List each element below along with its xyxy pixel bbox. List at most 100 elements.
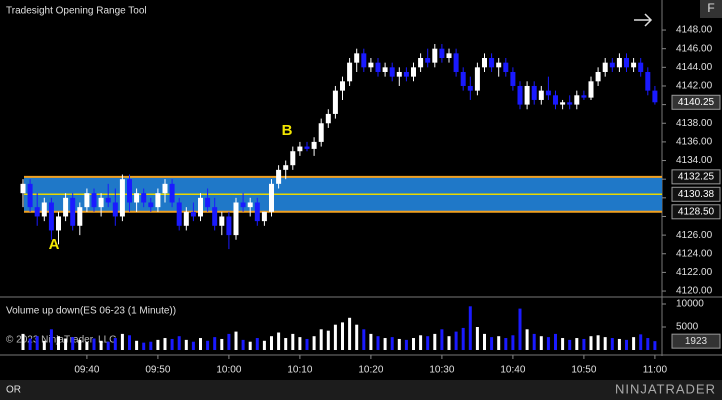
candle-body: [382, 67, 388, 72]
candle-body: [354, 53, 360, 63]
volume-bar: [404, 339, 408, 350]
candle-body: [624, 58, 629, 68]
candle-body: [77, 207, 83, 226]
x-tick-label: 10:40: [500, 365, 525, 376]
volume-bar: [191, 341, 195, 350]
volume-bar: [568, 339, 572, 350]
volume-bar: [617, 338, 621, 350]
volume-bar: [142, 342, 146, 350]
volume-bar: [156, 339, 160, 350]
volume-bar: [632, 337, 636, 350]
y-tick-label: 4134.00: [676, 155, 713, 166]
candle-body: [63, 197, 69, 217]
tab-label[interactable]: OR: [6, 385, 21, 396]
copyright: © 2023 NinjaTrader, LLC: [6, 335, 116, 346]
x-tick-label: 09:50: [145, 365, 170, 376]
price-marker: [671, 186, 721, 202]
candle-body: [20, 183, 26, 194]
candle-body: [588, 81, 594, 98]
volume-bar: [525, 329, 529, 350]
candle-body: [361, 53, 367, 68]
volume-bar: [298, 337, 302, 350]
volume-bar: [603, 337, 607, 350]
volume-bar: [120, 333, 124, 350]
candle-body: [226, 216, 232, 236]
candle-body: [112, 202, 118, 217]
candle-body: [474, 67, 480, 91]
volume-bar: [625, 339, 628, 350]
price-marker-label: 4132.25: [678, 171, 715, 182]
candle-body: [496, 62, 502, 68]
candle-body: [531, 85, 537, 100]
volume-marker: [671, 333, 721, 349]
volume-bar: [28, 338, 32, 350]
candle-body: [581, 95, 587, 98]
candle-body: [27, 183, 33, 208]
y-tick-label: 4144.00: [676, 62, 713, 73]
volume-bar: [582, 338, 586, 350]
candle-body: [368, 62, 374, 68]
volume-bar: [546, 337, 550, 350]
candle-body: [91, 193, 97, 208]
candle-body: [645, 71, 651, 91]
volume-bar: [475, 327, 479, 350]
volume-bar: [341, 322, 344, 350]
candle-body: [183, 211, 189, 226]
volume-bar: [504, 338, 508, 350]
volume-bar: [319, 329, 323, 350]
candle-body: [602, 62, 608, 72]
candle-body: [98, 197, 104, 208]
tab-strip: [0, 380, 722, 400]
volume-bar: [390, 337, 394, 350]
volume-bar: [454, 331, 458, 350]
volume-bar: [291, 333, 295, 350]
y-tick-label: 4146.00: [676, 43, 713, 54]
price-marker: [671, 204, 721, 220]
candle-body: [290, 151, 296, 166]
volume-bar: [305, 338, 309, 350]
candle-body: [482, 58, 487, 68]
candle-body: [148, 202, 154, 208]
candle-body: [283, 165, 289, 170]
volume-bar: [206, 340, 210, 350]
candle-body: [538, 90, 544, 100]
candle-body: [304, 146, 310, 149]
volume-bar: [383, 338, 387, 350]
y-tick-label: 4124.00: [676, 248, 713, 259]
candle-body: [48, 202, 54, 231]
candle-body: [162, 183, 168, 194]
annotation: A: [49, 236, 60, 253]
arrow-icon[interactable]: [634, 13, 653, 27]
volume-bar: [71, 337, 75, 350]
price-marker: [671, 169, 721, 185]
button[interactable]: [700, 0, 722, 18]
candle-body: [453, 53, 459, 72]
volume-bar: [270, 336, 273, 350]
candle-body: [84, 193, 90, 208]
volume-bar: [163, 338, 167, 350]
volume-bar: [99, 340, 103, 350]
volume-bar: [177, 336, 181, 350]
volume-bar: [468, 306, 472, 350]
volume-bar: [369, 333, 373, 350]
candle-body: [411, 67, 416, 77]
volume-bar: [333, 324, 337, 350]
candle-body: [198, 197, 203, 217]
volume-marker-label: 1923: [685, 336, 708, 347]
candle-body: [467, 85, 473, 91]
volume-bar: [518, 308, 522, 350]
candle-body: [332, 90, 338, 114]
candle-body: [169, 183, 175, 203]
candle-body: [311, 141, 317, 149]
volume-bar: [326, 330, 330, 350]
button-label[interactable]: F: [707, 1, 714, 15]
y-tick-label: 4138.00: [676, 118, 713, 129]
volume-bar: [227, 333, 231, 350]
candle-body: [425, 58, 431, 63]
volume-bar: [440, 329, 444, 350]
volume-bar: [433, 333, 437, 350]
volume-bar: [511, 335, 515, 350]
candle-body: [34, 207, 40, 217]
candle-body: [261, 211, 267, 222]
